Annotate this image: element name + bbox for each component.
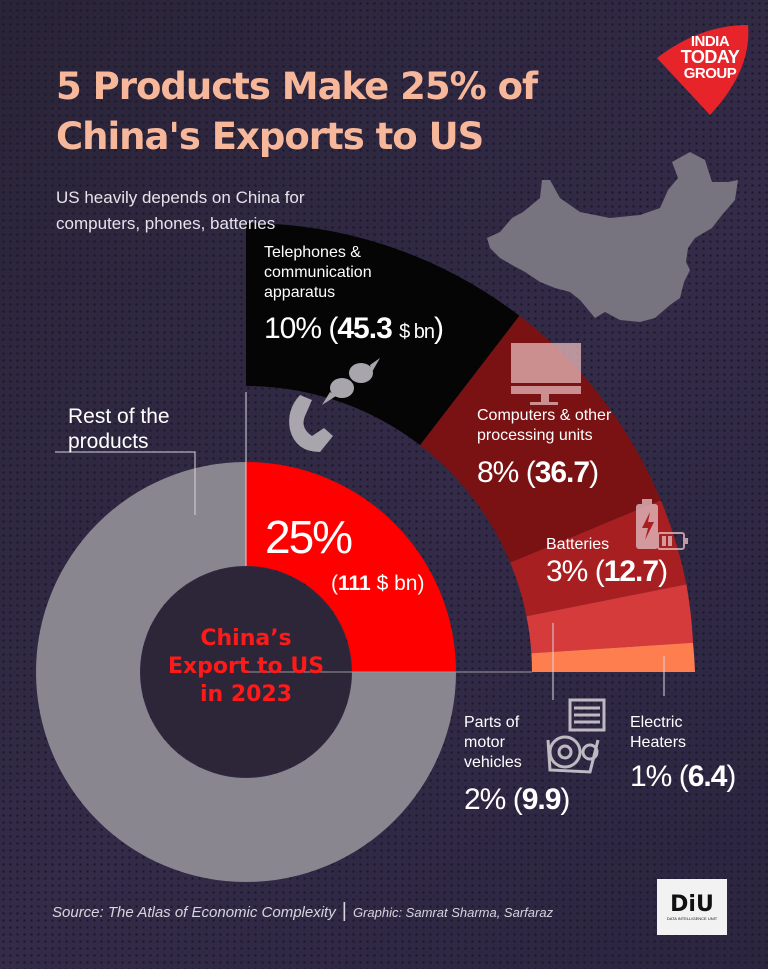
pct: 2% xyxy=(464,783,506,816)
segment-parts xyxy=(526,584,693,654)
india-today-logo-icon xyxy=(657,25,749,115)
value-parts: 2% (9.9) xyxy=(464,783,570,816)
title-line-2: China's Exports to US xyxy=(56,115,484,158)
label-line: processing units xyxy=(477,427,593,444)
diu-logo: DiU DATA INTELLIGENCE UNIT xyxy=(657,879,727,935)
label-line: Telephones & xyxy=(264,244,361,261)
value-batteries: 3% (12.7) xyxy=(546,555,668,588)
value: 36.7 xyxy=(534,456,590,489)
pct: 10% xyxy=(264,312,322,345)
label-telephones: Telephones & communication apparatus xyxy=(264,243,372,303)
label-line: Rest of the xyxy=(68,405,170,428)
label-line: communication xyxy=(264,264,372,281)
value-top5-pct: 25% xyxy=(265,511,353,563)
logo-line-1: INDIA xyxy=(690,33,730,50)
telephone-chat-icon xyxy=(289,358,380,452)
segment-rest xyxy=(36,462,456,882)
page-title: 5 Products Make 25% of China's Exports t… xyxy=(56,62,538,162)
separator: | xyxy=(341,900,347,922)
center-line: in 2023 xyxy=(199,682,293,707)
value-computers: 8% (36.7) xyxy=(477,456,599,489)
value: 45.3 xyxy=(337,312,392,345)
label-computers: Computers & other processing units xyxy=(477,406,611,446)
center-line: Export to US xyxy=(167,654,325,679)
value: 9.9 xyxy=(521,783,562,816)
source-text: Source: The Atlas of Economic Complexity xyxy=(52,904,336,921)
value: 12.7 xyxy=(603,555,659,588)
label-rest: Rest of the products xyxy=(68,404,170,454)
label-line: products xyxy=(68,430,149,453)
segment-telephones xyxy=(246,223,520,446)
logo-line-3: GROUP xyxy=(683,65,737,82)
value: 111 xyxy=(338,572,371,595)
unit: $ bn xyxy=(376,572,418,595)
label-parts: Parts of motor vehicles xyxy=(464,713,522,773)
engine-icon xyxy=(546,698,606,774)
footer: Source: The Atlas of Economic Complexity… xyxy=(52,900,553,923)
label-heaters: Electric Heaters xyxy=(630,713,686,753)
segment-top5 xyxy=(246,462,456,672)
pct: 8% xyxy=(477,456,519,489)
center-label: China’s Export to US in 2023 xyxy=(150,625,342,709)
pct: 1% xyxy=(630,760,672,793)
value-top5: (111 $ bn) xyxy=(331,572,425,595)
unit: $ bn xyxy=(399,321,435,343)
label-line: Electric xyxy=(630,714,683,731)
china-map-icon xyxy=(487,152,738,322)
segment-heaters xyxy=(531,642,695,672)
subtitle: US heavily depends on China for computer… xyxy=(56,188,305,233)
value-heaters: 1% (6.4) xyxy=(630,760,736,793)
label-line: Computers & other xyxy=(477,407,612,424)
logo-line-2: TODAY xyxy=(680,47,740,67)
segment-computers xyxy=(420,315,661,563)
india-today-logo: INDIA TODAY GROUP xyxy=(675,34,745,81)
value: 6.4 xyxy=(687,760,728,793)
label-batteries: Batteries xyxy=(546,535,609,555)
title-line-1: 5 Products Make 25% of xyxy=(56,65,538,108)
diu-subtext: DATA INTELLIGENCE UNIT xyxy=(666,915,718,921)
label-line: Batteries xyxy=(546,536,610,553)
label-line: vehicles xyxy=(464,754,522,771)
center-line: China’s xyxy=(200,626,292,651)
computer-monitor-icon xyxy=(511,343,581,405)
pct: 3% xyxy=(546,555,588,588)
label-line: motor xyxy=(464,734,505,751)
label-line: apparatus xyxy=(264,284,336,301)
label-line: Heaters xyxy=(630,734,687,751)
diu-text: DiU xyxy=(670,891,714,917)
label-line: Parts of xyxy=(464,714,520,731)
value-telephones: 10% (45.3 $ bn) xyxy=(264,312,444,345)
leader-lines xyxy=(55,392,665,700)
credit-text: Graphic: Samrat Sharma, Sarfaraz xyxy=(352,905,554,920)
battery-bolt-icon xyxy=(642,512,654,540)
